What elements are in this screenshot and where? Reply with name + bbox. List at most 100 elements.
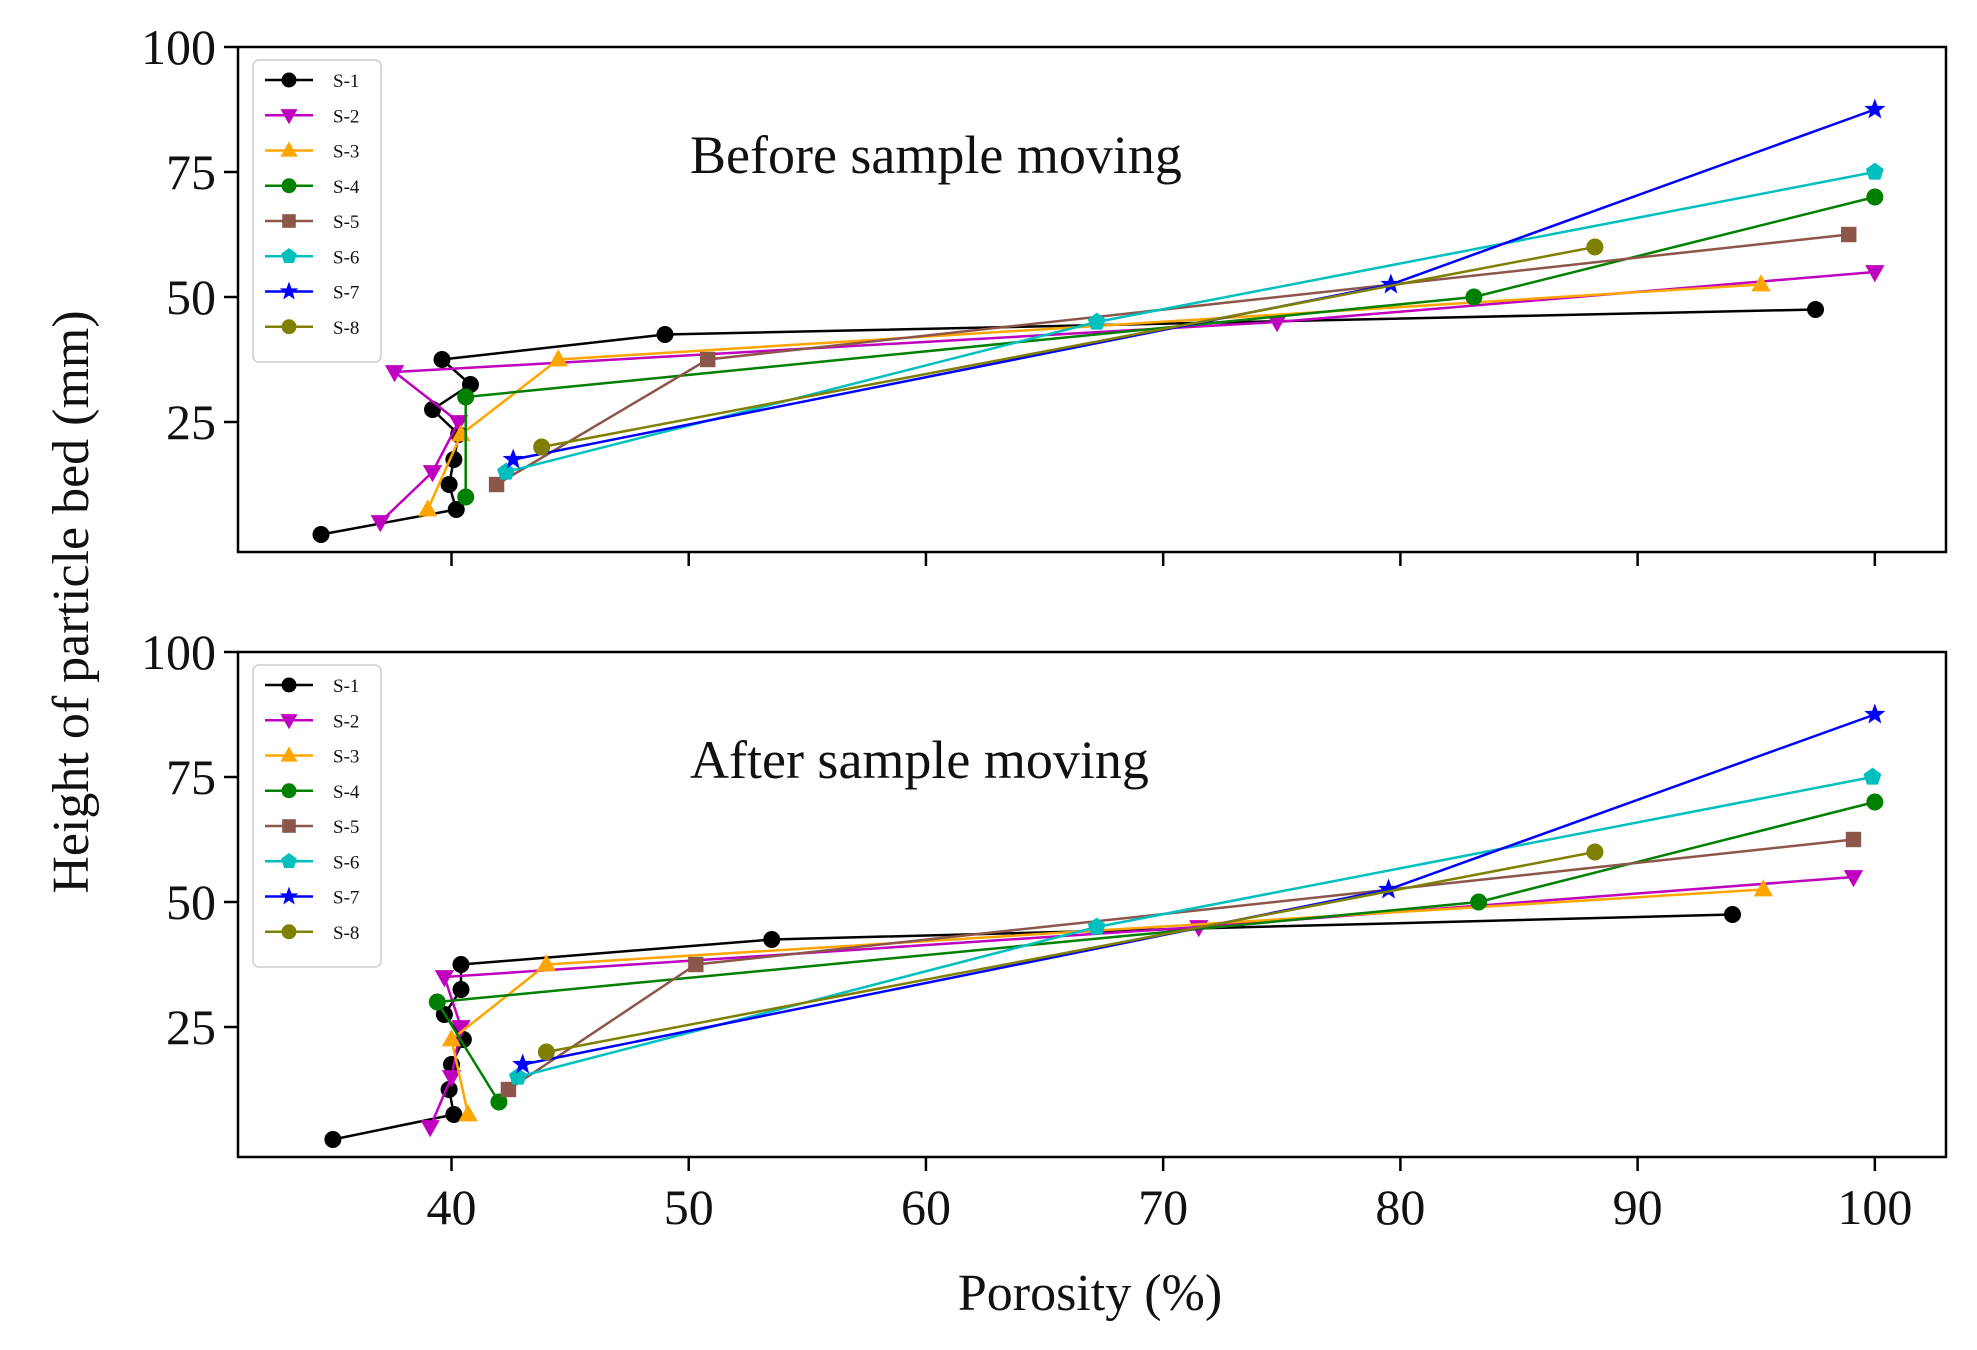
series-s-7 [512, 703, 1886, 1074]
x-tick-label: 60 [901, 1179, 951, 1235]
data-point [424, 401, 442, 418]
legend: S-1 S-2 S-3 S-4 S-5 S-6 S-7 S-8 [252, 664, 382, 968]
series-line [464, 195, 1876, 497]
data-point [763, 931, 781, 948]
data-point [1845, 831, 1862, 848]
legend-marker [282, 214, 296, 228]
data-point [537, 1043, 555, 1061]
legend-marker [281, 319, 297, 335]
data-point [1843, 870, 1864, 888]
legend-label: S-8 [333, 923, 359, 944]
series-s-2 [370, 265, 1885, 533]
x-tick-label: 70 [1138, 1179, 1188, 1235]
data-point [418, 499, 438, 517]
series-line [495, 233, 1849, 486]
x-tick-label: 100 [1837, 1179, 1912, 1235]
legend-marker [280, 141, 298, 157]
x-tick-label: 80 [1375, 1179, 1425, 1235]
series-s-4 [457, 188, 1884, 506]
data-point [457, 488, 475, 506]
data-point [457, 388, 475, 406]
legend-label: S-5 [333, 212, 359, 233]
series-line [541, 245, 1596, 449]
series-line [426, 283, 1762, 511]
legend-marker [279, 886, 299, 905]
data-point [1470, 893, 1488, 911]
legend-marker [280, 109, 298, 125]
legend-marker [281, 924, 297, 940]
data-point [1087, 917, 1106, 935]
data-point [422, 465, 443, 483]
data-point [488, 476, 505, 493]
data-point [688, 956, 704, 973]
legend-marker [281, 178, 297, 194]
data-point [441, 1029, 462, 1047]
data-point [452, 981, 470, 998]
series-line [450, 888, 1764, 1115]
x-tick-label: 40 [427, 1179, 477, 1235]
legend-label: S-3 [333, 747, 359, 768]
data-point [1087, 312, 1106, 330]
y-tick-label: 50 [166, 874, 216, 930]
series-line [507, 838, 1854, 1091]
legend-label: S-4 [333, 177, 360, 198]
series-line [320, 308, 1816, 536]
y-tick-label: 100 [141, 624, 216, 680]
data-point [1866, 188, 1884, 206]
panel-annotation: After sample moving [690, 730, 1149, 790]
legend-label: S-3 [333, 142, 359, 163]
legend-label: S-1 [333, 71, 359, 92]
y-tick-label: 75 [166, 144, 216, 200]
x-tick-label: 90 [1613, 1179, 1663, 1235]
legend-frame [252, 664, 382, 968]
data-point [533, 438, 551, 456]
data-point [509, 1067, 527, 1085]
plot-frame [236, 45, 1948, 554]
plot-frame [236, 650, 1948, 1159]
data-point [1807, 301, 1825, 318]
data-point [1841, 226, 1857, 243]
legend-label: S-2 [333, 106, 359, 127]
legend-label: S-6 [333, 852, 359, 873]
data-point [497, 462, 515, 480]
series-line [429, 875, 1854, 1128]
legend-label: S-7 [333, 888, 359, 909]
data-point [440, 476, 458, 493]
data-point [433, 351, 451, 368]
data-point [656, 326, 674, 343]
data-point [1864, 703, 1886, 724]
data-point [1586, 843, 1604, 861]
data-point [1866, 793, 1884, 811]
data-point [500, 1081, 517, 1098]
legend-label: S-5 [333, 817, 359, 838]
data-point [420, 1120, 440, 1138]
data-point [428, 993, 446, 1011]
data-point [1586, 238, 1604, 256]
legend-label: S-1 [333, 676, 359, 697]
legend: S-1 S-2 S-3 S-4 S-5 S-6 S-7 S-8 [252, 59, 382, 363]
legend-marker [280, 746, 298, 762]
series-line [332, 913, 1733, 1141]
data-point [448, 415, 469, 433]
legend-label: S-8 [333, 318, 359, 339]
data-point [324, 1131, 342, 1148]
series-line [436, 800, 1876, 1103]
y-tick-label: 75 [166, 749, 216, 805]
data-point [452, 956, 470, 973]
data-point [1378, 878, 1400, 899]
series-s-8 [533, 238, 1604, 456]
data-point [447, 501, 465, 518]
y-tick-label: 50 [166, 269, 216, 325]
series-s-8 [537, 843, 1604, 1061]
panel-annotation: Before sample moving [690, 125, 1182, 185]
data-point [1380, 273, 1402, 294]
legend-marker [281, 247, 297, 263]
series-s-5 [500, 831, 1862, 1098]
data-point [441, 1070, 462, 1088]
y-tick-label: 100 [141, 19, 216, 75]
y-tick-label: 25 [166, 394, 216, 450]
series-s-4 [428, 793, 1884, 1111]
y-tick-label: 25 [166, 999, 216, 1055]
data-point [434, 970, 455, 988]
